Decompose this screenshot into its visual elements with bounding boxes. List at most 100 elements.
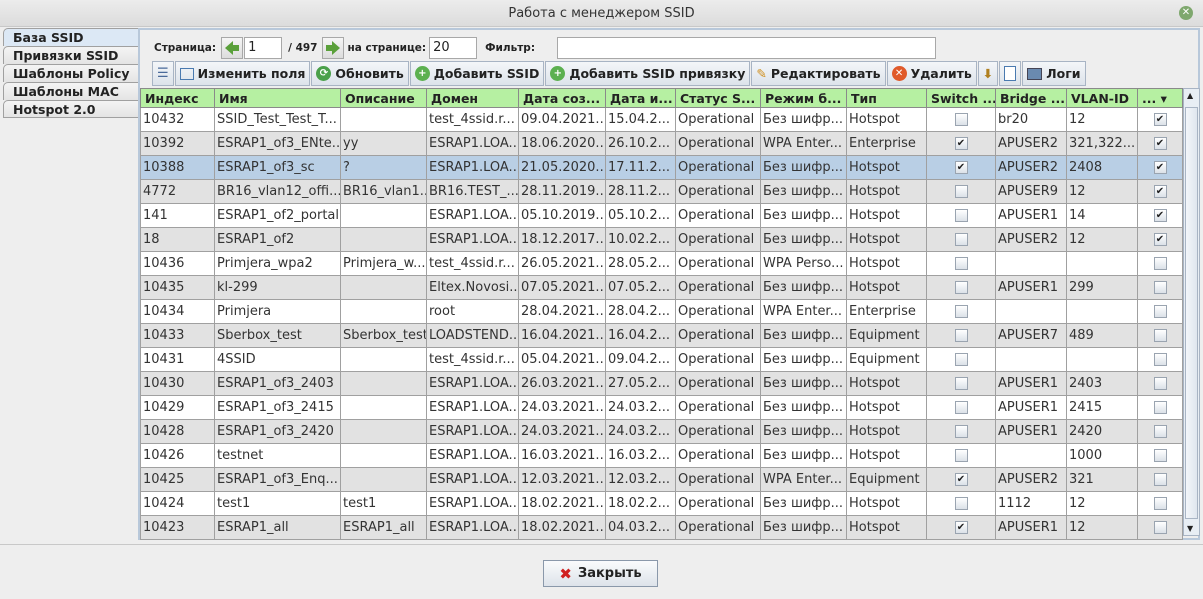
table-row[interactable]: 10426 testnet ESRAP1.LOA... 16.03.2021... 16…	[140, 443, 1183, 468]
column-list-button[interactable]: ☰	[152, 61, 174, 86]
checkbox[interactable]: ✔	[954, 161, 968, 174]
table-row[interactable]: 10436 Primjera_wpa2 Primjera_w... test_4ssi…	[140, 251, 1183, 276]
checkbox[interactable]	[1153, 425, 1167, 438]
checkbox[interactable]	[954, 113, 968, 126]
checkbox[interactable]: ✔	[1153, 185, 1167, 198]
column-header[interactable]: VLAN-ID	[1066, 88, 1138, 108]
column-header[interactable]: Дата и...	[605, 88, 676, 108]
table-row[interactable]: 141 ESRAP1_of2_portal ESRAP1.LOA... 05.10.2…	[140, 203, 1183, 228]
checkbox[interactable]: ✔	[954, 521, 968, 534]
tab-ssid-bindings[interactable]: Привязки SSID	[3, 46, 139, 64]
column-header[interactable]: Дата соз...	[518, 88, 606, 108]
checkbox[interactable]	[954, 185, 968, 198]
table-row[interactable]: 18 ESRAP1_of2 ESRAP1.LOA... 18.12.2017... 10…	[140, 227, 1183, 252]
checkbox[interactable]: ✔	[1153, 113, 1167, 126]
checkbox[interactable]	[1153, 305, 1167, 318]
column-header[interactable]: Bridge ...	[995, 88, 1067, 108]
table-row[interactable]: 10423 ESRAP1_all ESRAP1_all ESRAP1.LOA... 18…	[140, 515, 1183, 540]
vertical-scrollbar[interactable]: ▲ ▼	[1183, 88, 1200, 536]
add-ssid-button[interactable]: + Добавить SSID	[409, 61, 545, 86]
table-cell: 14	[1066, 203, 1138, 228]
checkbox[interactable]	[954, 281, 968, 294]
close-window-icon[interactable]: ✕	[1179, 6, 1193, 20]
filter-input[interactable]	[557, 37, 937, 59]
checkbox[interactable]	[954, 329, 968, 342]
refresh-button[interactable]: ⟳ Обновить	[311, 61, 409, 86]
edit-fields-button[interactable]: Изменить поля	[174, 61, 311, 86]
table-row[interactable]: 10429 ESRAP1_of3_2415 ESRAP1.LOA... 24.03.2…	[140, 395, 1183, 420]
table-row[interactable]: 4772 BR16_vlan12_offi... BR16_vlan1... BR16…	[140, 179, 1183, 204]
checkbox[interactable]	[954, 401, 968, 414]
column-header[interactable]: Имя	[214, 88, 341, 108]
column-header[interactable]: Режим б...	[760, 88, 847, 108]
table-cell: ESRAP1_of2	[214, 227, 341, 252]
scroll-thumb[interactable]	[1185, 107, 1198, 519]
export-button[interactable]: ⬇	[977, 61, 999, 86]
checkbox[interactable]	[1153, 257, 1167, 270]
scroll-down-icon[interactable]: ▼	[1187, 524, 1194, 533]
checkbox[interactable]	[954, 425, 968, 438]
tab-mac-templates[interactable]: Шаблоны MAC	[3, 82, 139, 100]
checkbox[interactable]: ✔	[1153, 137, 1167, 150]
close-button[interactable]: ✖ Закрыть	[543, 560, 658, 587]
tab-ssid-base[interactable]: База SSID	[3, 28, 139, 46]
column-header[interactable]: ... ▾	[1137, 88, 1183, 108]
table-row[interactable]: 10425 ESRAP1_of3_Enq... ESRAP1.LOA... 12.03…	[140, 467, 1183, 492]
tab-policy-templates[interactable]: Шаблоны Policy	[3, 64, 139, 82]
checkbox[interactable]	[954, 257, 968, 270]
checkbox[interactable]	[1153, 377, 1167, 390]
scroll-up-icon[interactable]: ▲	[1187, 91, 1194, 100]
table-row[interactable]: 10434 Primjera root 28.04.2021... 28.04.2...…	[140, 299, 1183, 324]
add-binding-button[interactable]: + Добавить SSID привязку	[545, 61, 751, 86]
save-button[interactable]	[999, 61, 1022, 86]
next-page-button[interactable]	[321, 37, 344, 59]
checkbox[interactable]	[1153, 281, 1167, 294]
checkbox[interactable]	[1153, 353, 1167, 366]
column-header[interactable]: Индекс	[140, 88, 215, 108]
checkbox[interactable]	[1153, 329, 1167, 342]
page-input[interactable]: 1	[244, 37, 283, 59]
checkbox[interactable]: ✔	[954, 473, 968, 486]
checkbox[interactable]	[954, 209, 968, 222]
table-row[interactable]: 10435 kl-299 Eltex.Novosi... 07.05.2021... 0…	[140, 275, 1183, 300]
checkbox[interactable]	[1153, 473, 1167, 486]
table-cell: 299	[1066, 275, 1138, 300]
table-row[interactable]: 10431 4SSID test_4ssid.r... 05.04.2021... 09…	[140, 347, 1183, 372]
column-header[interactable]: Тип	[846, 88, 927, 108]
checkbox[interactable]	[954, 449, 968, 462]
checkbox[interactable]	[1153, 449, 1167, 462]
table-cell: 10426	[140, 443, 215, 468]
column-header[interactable]: Статус S...	[675, 88, 761, 108]
edit-button[interactable]: ✎ Редактировать	[751, 61, 886, 86]
table-row[interactable]: 10392 ESRAP1_of3_ENte... yy ESRAP1.LOA... 18…	[140, 131, 1183, 156]
checkbox[interactable]	[1153, 521, 1167, 534]
checkbox[interactable]: ✔	[1153, 161, 1167, 174]
checkbox[interactable]	[1153, 497, 1167, 510]
table-row[interactable]: 10433 Sberbox_test Sberbox_test LOADSTEND..…	[140, 323, 1183, 348]
checkbox-cell: ✔	[1137, 107, 1183, 132]
checkbox[interactable]: ✔	[1153, 209, 1167, 222]
column-header[interactable]: Switch ...	[926, 88, 996, 108]
checkbox[interactable]	[954, 233, 968, 246]
table-row[interactable]: 10424 test1 test1 ESRAP1.LOA... 18.02.2021..…	[140, 491, 1183, 516]
table-row[interactable]: 10430 ESRAP1_of3_2403 ESRAP1.LOA... 26.03.2…	[140, 371, 1183, 396]
checkbox[interactable]	[954, 353, 968, 366]
table-cell: ESRAP1.LOA...	[426, 131, 519, 156]
checkbox[interactable]: ✔	[954, 137, 968, 150]
tab-hotspot[interactable]: Hotspot 2.0	[3, 100, 139, 118]
column-header[interactable]: Описание	[340, 88, 427, 108]
delete-button[interactable]: ✕ Удалить	[886, 61, 977, 86]
checkbox[interactable]	[1153, 401, 1167, 414]
prev-page-button[interactable]	[221, 37, 244, 59]
per-page-input[interactable]: 20	[429, 37, 478, 59]
logs-button[interactable]: Логи	[1022, 61, 1086, 86]
checkbox-cell	[926, 395, 996, 420]
checkbox[interactable]	[954, 377, 968, 390]
table-row[interactable]: 10432 SSID_Test_Test_T... test_4ssid.r... 0…	[140, 107, 1183, 132]
column-header[interactable]: Домен	[426, 88, 519, 108]
checkbox[interactable]	[954, 497, 968, 510]
table-row[interactable]: 10428 ESRAP1_of3_2420 ESRAP1.LOA... 24.03.2…	[140, 419, 1183, 444]
table-row[interactable]: 10388 ESRAP1_of3_sc? ESRAP1.LOA... 21.05.20…	[140, 155, 1183, 180]
checkbox[interactable]	[954, 305, 968, 318]
checkbox[interactable]: ✔	[1153, 233, 1167, 246]
